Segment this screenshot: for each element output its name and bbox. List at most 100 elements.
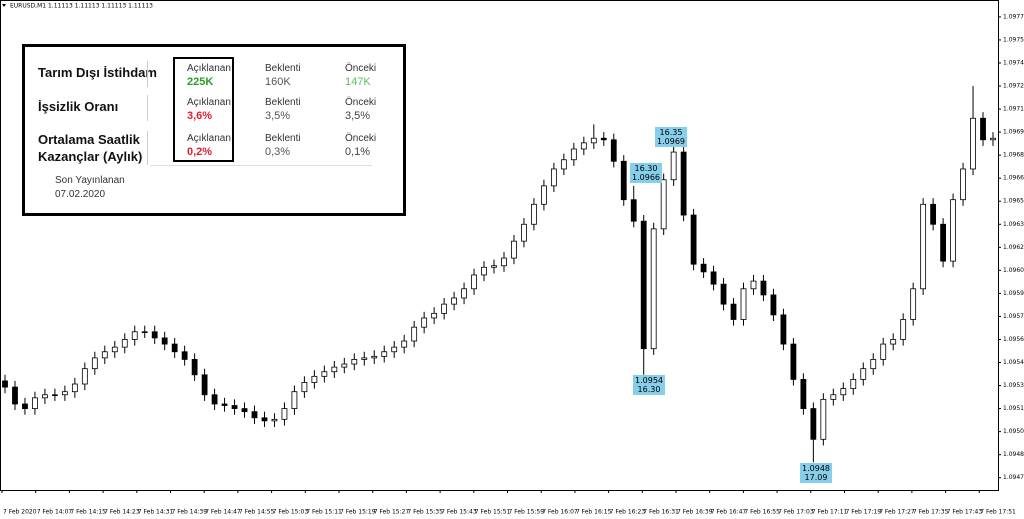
candle-body (181, 351, 188, 360)
candle-body (201, 374, 208, 396)
candle-body (371, 355, 378, 359)
y-tick-label: 1.09755 (1003, 36, 1024, 43)
candle-body (910, 288, 917, 320)
candle-body (381, 351, 388, 357)
annotation: 16.35 1.0969 (655, 127, 687, 147)
candle-body (161, 337, 168, 345)
candle-body (491, 265, 497, 268)
candle-body (980, 117, 986, 141)
candle-body (42, 394, 48, 399)
x-tick-label: 7 Feb 16:15 (576, 509, 612, 516)
previous-value: 0,1% (345, 146, 371, 158)
candle-body (341, 363, 348, 368)
candle-body (650, 228, 657, 350)
x-tick-label: 7 Feb 17:51 (980, 509, 1016, 516)
candle-body (840, 388, 847, 396)
x-tick-label: 7 Feb 15:59 (509, 509, 545, 516)
annotation-line: 1.0969 (657, 137, 685, 146)
x-tick-label: 7 Feb 14:23 (104, 509, 140, 516)
symbol-header: EURUSD,M1 1.11113 1.11113 1.11113 1.1111… (10, 3, 153, 10)
annotation-line: 1.0948 (802, 464, 830, 473)
annotation-line: 1.0966 (632, 173, 660, 182)
candle-body (351, 359, 358, 365)
x-tick-label: 7 Feb 14:07 (37, 509, 73, 516)
footer-date: 07.02.2020 (55, 189, 106, 200)
annotation-line: 16.30 (637, 385, 661, 394)
candle-body (950, 199, 956, 262)
y-tick-label: 1.09485 (1003, 451, 1024, 458)
candle-body (291, 391, 298, 409)
candle-body (960, 168, 966, 201)
candle-body (141, 331, 148, 333)
candle-body (860, 368, 867, 380)
candle-body (12, 386, 18, 405)
info-row: Tarım Dışı İstihdam Açıklanan 225K Beklenti… (25, 61, 403, 95)
x-tick-label: 7 Feb 16:07 (542, 509, 578, 516)
candle-body (121, 339, 128, 348)
candle-body (970, 117, 976, 170)
previous-column: Önceki 3,5% (345, 97, 376, 122)
y-tick-label: 1.09695 (1003, 129, 1024, 136)
candle-body (101, 351, 108, 359)
indicator-name: Ortalama Saatlik Kazançlar (Aylık) (38, 132, 143, 164)
candle-body (550, 168, 557, 187)
candle-body (590, 137, 597, 144)
candle-body (71, 383, 78, 393)
candle-body (720, 283, 727, 305)
y-tick-label: 1.09680 (1003, 152, 1024, 159)
x-tick-label: 7 Feb 14:15 (70, 509, 106, 516)
candle-body (630, 199, 637, 222)
actual-label: Açıklanan (187, 97, 231, 108)
forecast-column: Beklenti 0,3% (265, 133, 301, 158)
candle-body (780, 314, 787, 345)
candle-body (411, 326, 418, 342)
candle-body (620, 160, 627, 201)
candle-body (221, 403, 228, 406)
y-tick-label: 1.09530 (1003, 382, 1024, 389)
previous-label: Önceki (345, 133, 377, 144)
previous-value: 3,5% (345, 110, 371, 122)
y-tick-label: 1.09560 (1003, 336, 1024, 343)
candle-body (750, 280, 757, 290)
candle-body (421, 317, 428, 328)
forecast-value: 160K (265, 76, 291, 88)
actual-column: Açıklanan 3,6% (187, 97, 231, 122)
candle-body (930, 203, 937, 225)
x-tick-label: 7 Feb 15:19 (340, 509, 376, 516)
x-tick-label: 7 Feb 14:47 (205, 509, 241, 516)
candle-body (920, 203, 927, 290)
candle-body (560, 159, 567, 170)
candle-body (760, 280, 767, 296)
x-tick-label: 7 Feb 15:27 (374, 509, 410, 516)
candle-body (940, 223, 947, 262)
candle-body (511, 240, 517, 259)
candle-body (690, 214, 697, 265)
annotation: 1.0948 17.09 (800, 463, 832, 483)
candle-body (501, 257, 507, 267)
actual-column: Açıklanan 0,2% (187, 133, 231, 158)
annotation-line: 16.35 (659, 128, 683, 137)
y-tick-label: 1.09635 (1003, 221, 1024, 228)
forecast-value: 0,3% (265, 146, 291, 158)
x-tick-label: 7 Feb 17:19 (846, 509, 882, 516)
candle-body (820, 398, 827, 440)
info-row: Ortalama Saatlik Kazançlar (Aylık) Açıkla… (25, 131, 403, 165)
candle-body (361, 357, 368, 360)
actual-value: 0,2% (187, 146, 213, 158)
info-panel: Son Yayınlanan 07.02.2020 Tarım Dışı İst… (22, 44, 406, 216)
x-tick-label: 7 Feb 15:43 (441, 509, 477, 516)
x-tick-label: 7 Feb 16:55 (744, 509, 780, 516)
annotation: 16.30 1.0966 (630, 163, 662, 183)
forecast-label: Beklenti (265, 97, 301, 108)
actual-box (173, 57, 234, 162)
candle-body (111, 346, 118, 353)
candle-body (241, 408, 248, 413)
candle-body (321, 371, 328, 377)
candle-body (22, 403, 28, 409)
candle-body (211, 394, 218, 405)
y-tick-label: 1.09500 (1003, 428, 1024, 435)
separator (147, 95, 148, 121)
x-tick-label: 7 Feb 15:03 (273, 509, 309, 516)
